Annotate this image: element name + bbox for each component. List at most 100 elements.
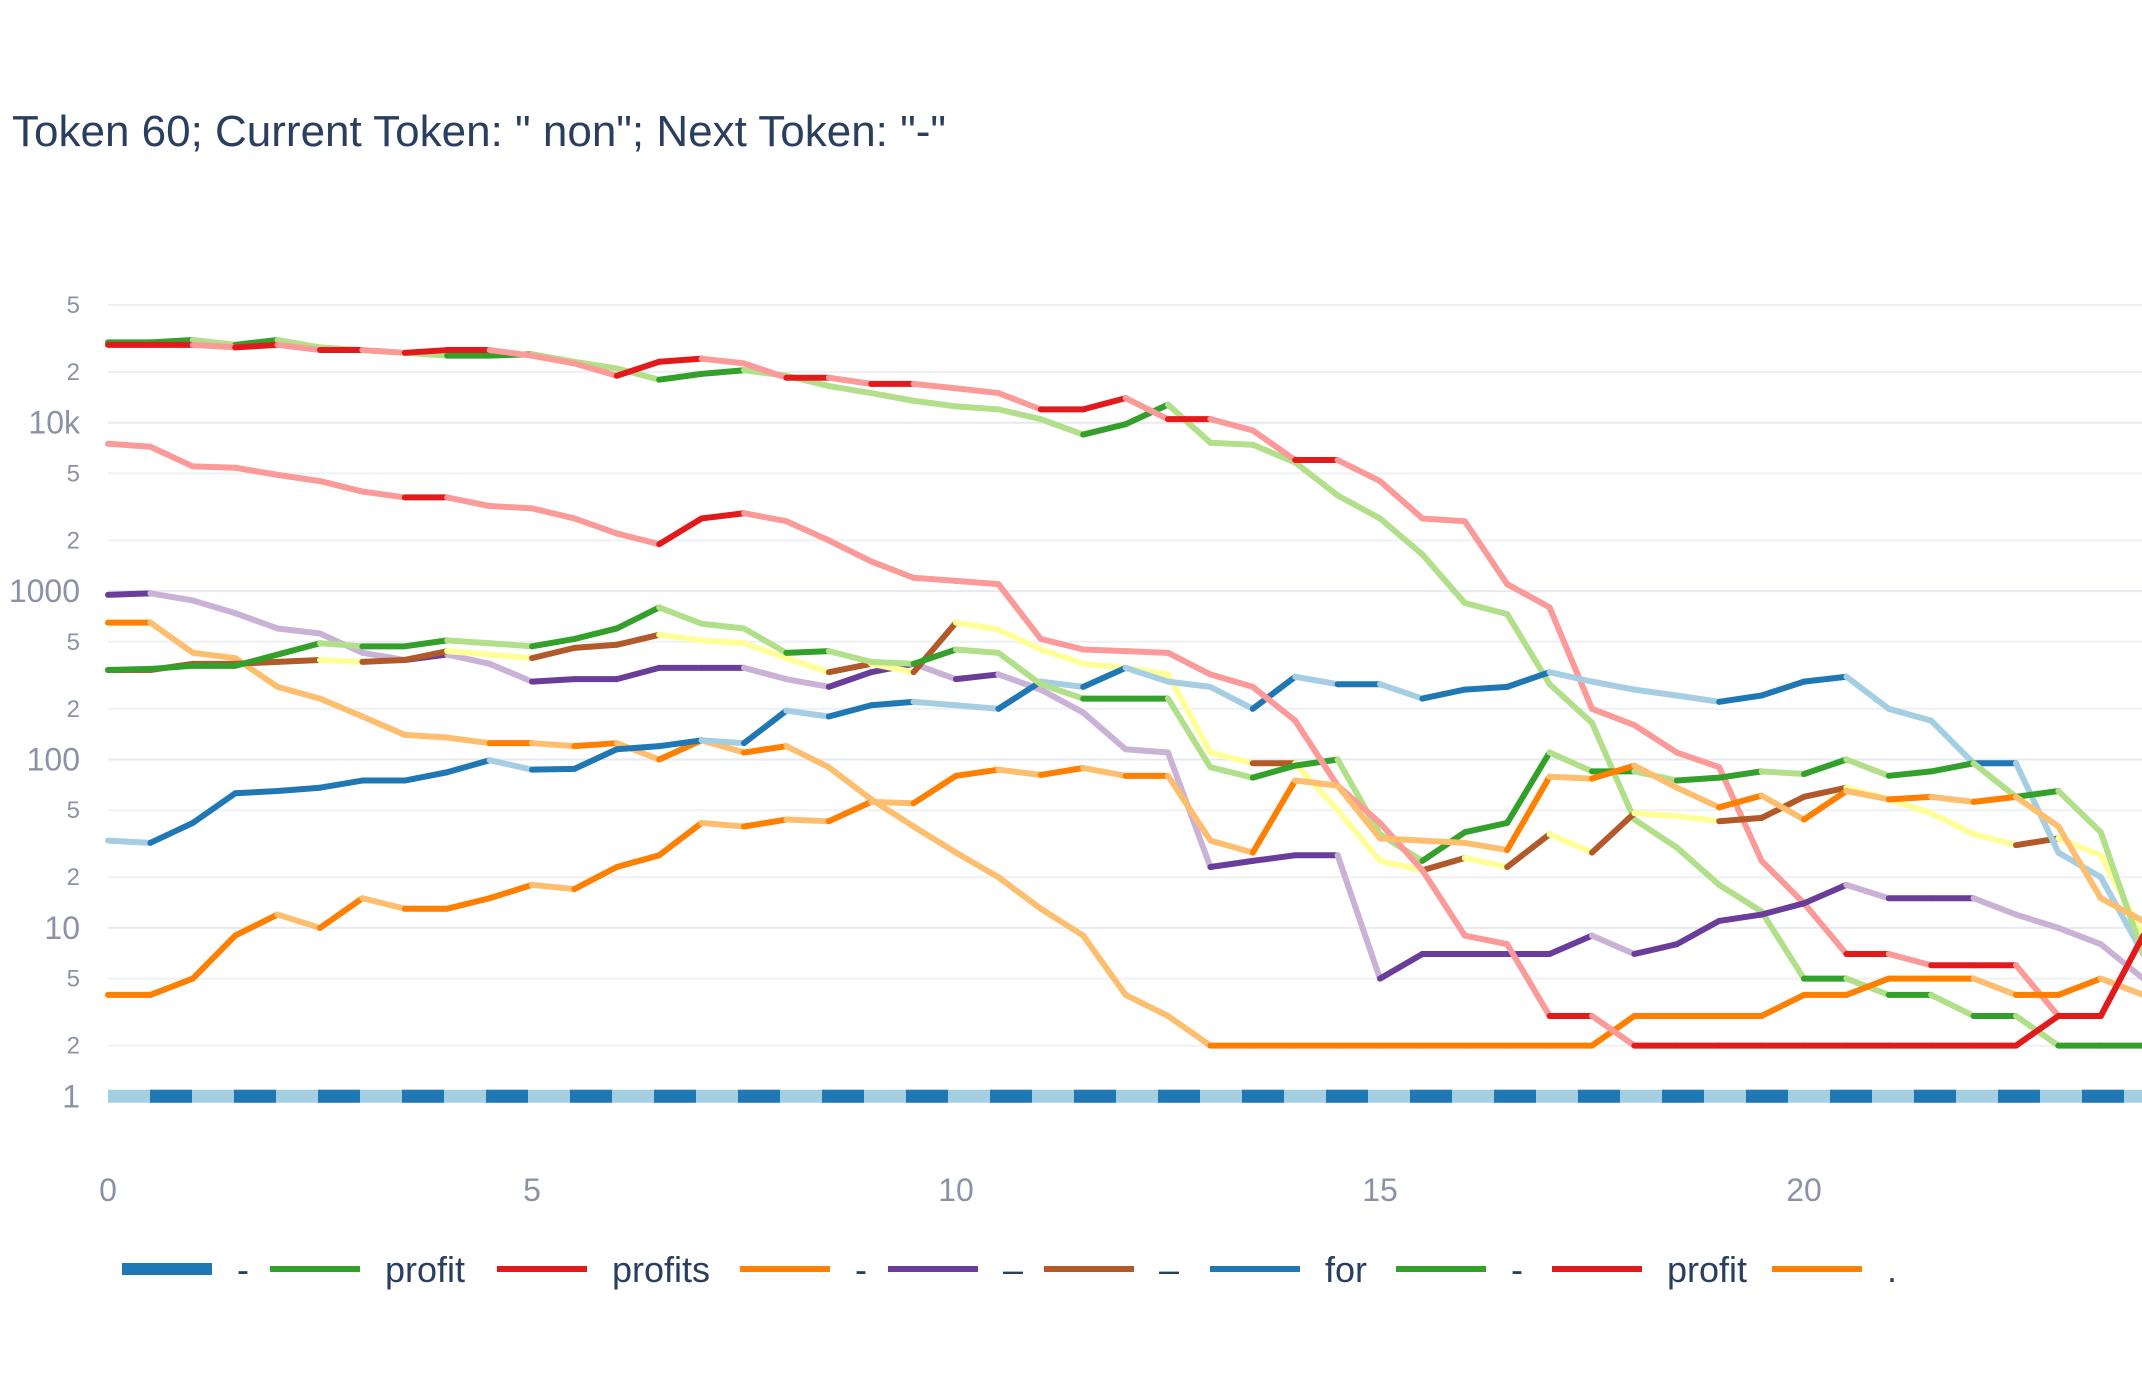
series-segment — [1037, 686, 1087, 716]
series-segment — [1165, 1012, 1214, 1049]
series-segment — [1122, 746, 1171, 756]
series-segment — [274, 471, 323, 485]
series-segment — [1673, 813, 1723, 825]
series-segment — [1589, 932, 1638, 957]
series-segment — [783, 648, 832, 656]
series-segment — [783, 518, 832, 544]
legend-label: - — [855, 1249, 867, 1290]
series-segment — [953, 671, 1002, 683]
series-segment — [274, 336, 323, 351]
legend-item[interactable]: for — [1210, 1249, 1367, 1290]
series-segment — [613, 358, 663, 379]
series-segment — [741, 816, 790, 830]
series-segment — [1843, 881, 1892, 902]
legend-item[interactable]: – — [1044, 1249, 1179, 1290]
series-segment — [1631, 686, 1680, 699]
series-segment — [444, 895, 493, 912]
series-segment — [910, 574, 959, 584]
series-segment — [1080, 709, 1129, 753]
series-segment — [1122, 991, 1171, 1019]
series-segment — [1207, 749, 1256, 767]
series-segment — [317, 640, 366, 650]
series-segment — [1885, 950, 1935, 969]
series-segment — [1461, 855, 1511, 870]
series-segment — [868, 558, 917, 581]
series-segment — [825, 702, 875, 720]
legend-item[interactable]: - — [740, 1249, 867, 1290]
legend-item[interactable]: profit — [270, 1249, 465, 1290]
series-segment — [1801, 673, 1850, 685]
series-segment — [317, 895, 366, 931]
series-segment — [953, 577, 1002, 588]
series-segment — [783, 743, 832, 771]
series-segment — [359, 713, 408, 738]
series-segment — [1928, 760, 1977, 775]
x-tick-label: 20 — [1786, 1172, 1822, 1208]
legend-label: profit — [385, 1249, 465, 1290]
series-segment — [232, 651, 281, 669]
series-segment — [825, 660, 875, 676]
series-segment — [1122, 664, 1171, 685]
series-segment — [444, 637, 493, 647]
series-segment — [1419, 867, 1468, 939]
legend-item[interactable]: - — [1396, 1249, 1523, 1290]
series-segment — [1801, 881, 1850, 907]
series-segment — [1970, 895, 2019, 918]
legend-label: profit — [1667, 1249, 1747, 1290]
series-segment — [910, 772, 959, 807]
series-segment — [783, 707, 832, 720]
series-segment — [1631, 810, 1680, 820]
series-segment — [698, 367, 747, 377]
legend-item[interactable]: – — [888, 1249, 1023, 1290]
series-segment — [529, 740, 578, 750]
series-segment — [995, 390, 1044, 413]
series-segment — [2013, 793, 2062, 830]
series-segment — [1037, 765, 1087, 778]
series-segment — [1801, 784, 1850, 800]
series-segment — [1080, 664, 1129, 690]
legend-item[interactable]: . — [1772, 1249, 1897, 1290]
series-segment — [1758, 857, 1807, 907]
series-segment — [868, 390, 917, 404]
series-segment — [189, 649, 239, 662]
y-minor-tick-label: 5 — [67, 292, 80, 319]
series-segment — [1249, 777, 1299, 856]
series-segment — [1122, 395, 1171, 423]
legend-label: - — [1511, 1249, 1523, 1290]
series-segment — [401, 769, 451, 784]
legend-item[interactable]: profits — [497, 1249, 710, 1290]
series-segment — [1249, 762, 1299, 781]
series-segment — [910, 646, 959, 667]
series-segment — [1970, 793, 2019, 805]
series-segment — [1080, 765, 1129, 779]
series-segment — [698, 620, 747, 632]
y-minor-tick-label: 2 — [67, 359, 80, 386]
series-segment — [1928, 717, 1977, 767]
series-segment — [189, 597, 239, 617]
series-segment — [1207, 764, 1256, 781]
series-segment — [105, 837, 154, 846]
series-segment — [698, 355, 747, 367]
series-segment — [1080, 421, 1129, 438]
x-tick-label: 0 — [99, 1172, 117, 1208]
series-segment — [1292, 459, 1341, 499]
y-minor-tick-label: 2 — [67, 527, 80, 554]
series-segment — [1377, 681, 1426, 702]
y-minor-tick-label: 5 — [67, 797, 80, 824]
series-line — [105, 341, 2142, 1019]
series-segment — [1419, 837, 1468, 846]
series-segment — [1334, 457, 1383, 485]
legend-item[interactable]: - — [122, 1249, 249, 1290]
series-line — [105, 440, 2142, 1049]
series-segment — [2097, 975, 2142, 998]
series-segment — [910, 698, 959, 709]
series-segment — [1334, 852, 1383, 982]
series-segment — [529, 635, 578, 650]
series-segment — [1292, 673, 1341, 688]
series-line — [105, 762, 2142, 998]
legend[interactable]: - profit profits - – – for - profit. — [122, 1249, 1897, 1290]
legend-item[interactable]: profit — [1552, 1249, 1747, 1290]
series-segment — [1037, 905, 1087, 939]
y-minor-tick-label: 5 — [67, 460, 80, 487]
series-segment — [1292, 756, 1341, 769]
